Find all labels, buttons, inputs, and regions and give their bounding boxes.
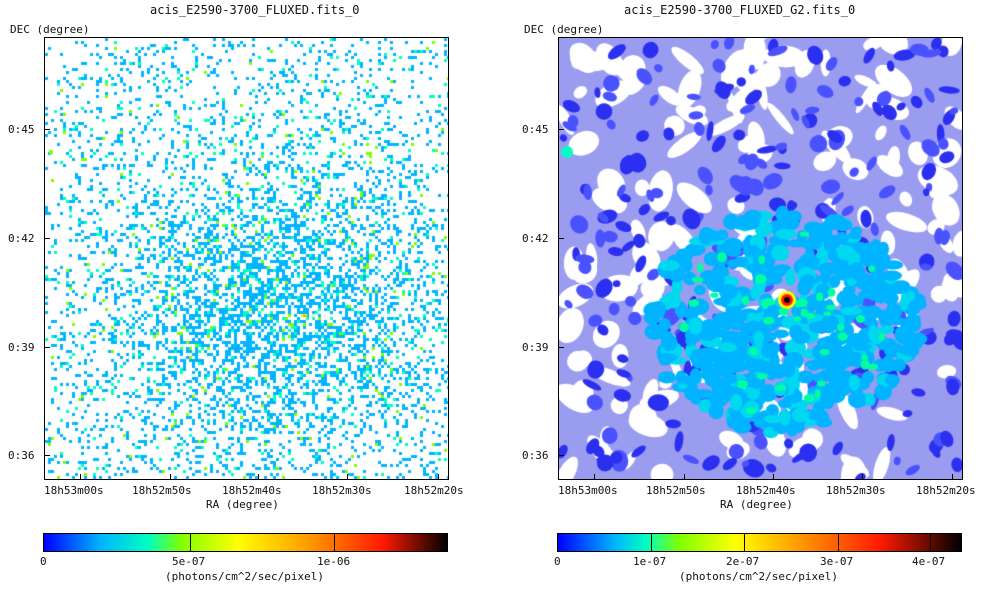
left-x-tick-label: 18h52m30s (312, 484, 372, 497)
right-colorbar-tick-label: 3e-07 (820, 555, 854, 568)
right-x-axis-label: RA (degree) (720, 498, 793, 511)
left-y-tick-mark (44, 347, 50, 348)
left-colorbar[interactable] (43, 533, 448, 552)
right-image-canvas[interactable] (559, 38, 962, 479)
right-y-tick-mark (558, 129, 564, 130)
right-colorbar-tick (930, 533, 931, 552)
left-colorbar-tick (334, 533, 335, 552)
right-colorbar-tick-label: 0 (554, 555, 561, 568)
right-x-tick-mark (594, 474, 595, 480)
left-colorbar-tick (190, 533, 191, 552)
right-y-tick-mark (558, 455, 564, 456)
right-x-tick-label: 18h52m40s (736, 484, 796, 497)
right-x-tick-mark (684, 474, 685, 480)
left-y-tick-label: 0:45 (8, 123, 35, 136)
right-image-frame[interactable] (558, 37, 963, 480)
left-x-tick-label: 18h53m00s (44, 484, 104, 497)
right-x-tick-label: 18h53m00s (558, 484, 618, 497)
left-x-tick-label: 18h52m20s (404, 484, 464, 497)
left-y-tick-mark (44, 129, 50, 130)
right-colorbar-tick (651, 533, 652, 552)
right-y-tick-mark (558, 238, 564, 239)
left-y-axis-label: DEC (degree) (10, 23, 90, 36)
right-panel-title: acis_E2590-3700_FLUXED_G2.fits_0 (624, 3, 856, 17)
left-y-tick-label: 0:36 (8, 449, 35, 462)
right-x-tick-label: 18h52m50s (646, 484, 706, 497)
right-colorbar[interactable] (557, 533, 962, 552)
left-y-tick-label: 0:42 (8, 232, 35, 245)
left-x-tick-mark (170, 474, 171, 480)
left-x-tick-mark (258, 474, 259, 480)
left-x-tick-label: 18h52m50s (132, 484, 192, 497)
right-x-tick-mark (773, 474, 774, 480)
left-y-tick-label: 0:39 (8, 341, 35, 354)
right-y-tick-label: 0:36 (522, 449, 549, 462)
right-colorbar-tick (838, 533, 839, 552)
right-colorbar-tick (744, 533, 745, 552)
right-colorbar-label: (photons/cm^2/sec/pixel) (679, 570, 838, 583)
left-x-tick-label: 18h52m40s (222, 484, 282, 497)
left-y-tick-mark (44, 455, 50, 456)
left-y-tick-mark (44, 238, 50, 239)
right-y-tick-label: 0:42 (522, 232, 549, 245)
right-x-tick-mark (862, 474, 863, 480)
right-colorbar-tick-label: 1e-07 (633, 555, 667, 568)
right-x-tick-mark (952, 474, 953, 480)
left-image-frame[interactable] (44, 37, 449, 480)
right-x-tick-label: 18h52m30s (826, 484, 886, 497)
left-x-tick-mark (438, 474, 439, 480)
left-colorbar-tick-label: 1e-06 (317, 555, 351, 568)
right-y-tick-label: 0:39 (522, 341, 549, 354)
right-colorbar-tick-label: 4e-07 (912, 555, 946, 568)
right-y-tick-label: 0:45 (522, 123, 549, 136)
left-colorbar-tick-label: 5e-07 (172, 555, 206, 568)
left-x-axis-label: RA (degree) (206, 498, 279, 511)
left-x-tick-mark (347, 474, 348, 480)
left-panel-title: acis_E2590-3700_FLUXED.fits_0 (150, 3, 360, 17)
left-image-canvas[interactable] (45, 38, 448, 479)
right-colorbar-tick-label: 2e-07 (726, 555, 760, 568)
right-y-tick-mark (558, 347, 564, 348)
left-x-tick-mark (80, 474, 81, 480)
left-colorbar-label: (photons/cm^2/sec/pixel) (165, 570, 324, 583)
right-x-tick-label: 18h52m20s (916, 484, 976, 497)
left-colorbar-tick-label: 0 (40, 555, 47, 568)
right-y-axis-label: DEC (degree) (524, 23, 604, 36)
